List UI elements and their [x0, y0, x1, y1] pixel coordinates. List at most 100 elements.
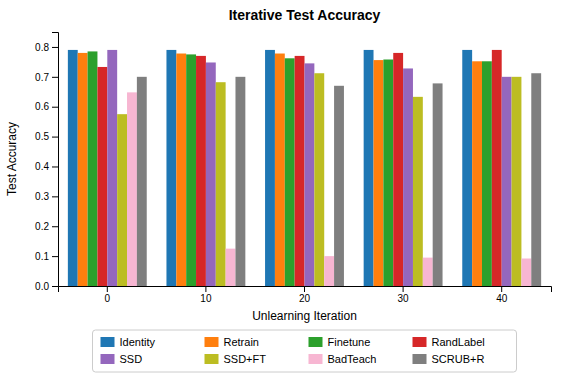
bar — [324, 256, 334, 286]
bar-series — [107, 50, 511, 286]
bar — [305, 63, 315, 286]
legend-item: Finetune — [309, 336, 371, 348]
bar-series — [88, 51, 492, 286]
legend: Identity Retrain Finetune RandLabel SSD SSD+F… — [93, 330, 517, 372]
x-tick: 30 — [398, 286, 410, 304]
legend-swatch — [413, 354, 427, 364]
y-tick-mark — [52, 137, 58, 138]
bar — [186, 54, 196, 286]
bar — [176, 54, 186, 286]
bar — [433, 83, 443, 286]
legend-item: SSD — [101, 353, 143, 365]
legend-label: SSD — [120, 353, 143, 365]
y-tick-label: 0.1 — [35, 251, 49, 262]
x-tick-mark — [205, 286, 206, 292]
bar — [521, 259, 531, 286]
y-tick-mark — [52, 196, 58, 197]
y-tick-label: 0.6 — [35, 101, 49, 112]
bar-series — [78, 53, 482, 286]
x-tick: 20 — [299, 286, 311, 304]
chart: 0.0 0.1 0.2 0.3 0.4 0.5 0.6 0.7 0.8 0 10 20 30 40 Iter… — [0, 0, 567, 378]
y-tick: 0.3 — [35, 191, 58, 202]
bar — [393, 53, 403, 286]
bar-series — [97, 50, 501, 286]
bar — [502, 77, 512, 286]
bar — [413, 97, 423, 286]
bar — [97, 67, 107, 286]
x-axis-title: Unlearning Iteration — [252, 309, 357, 323]
y-tick-mark — [52, 47, 58, 48]
x-tick-label: 10 — [200, 293, 212, 304]
x-tick: 10 — [200, 286, 212, 304]
bar — [196, 56, 206, 286]
legend-swatch — [205, 337, 219, 347]
bar — [265, 50, 275, 286]
x-tick-mark — [501, 286, 502, 292]
bar — [423, 258, 433, 286]
bar — [334, 86, 344, 286]
y-tick: 0.1 — [35, 251, 58, 262]
y-tick-mark — [52, 166, 58, 167]
x-axis-line — [59, 287, 552, 293]
legend-label: Identity — [120, 336, 156, 348]
y-tick: 0.8 — [35, 42, 58, 53]
y-tick-mark — [52, 286, 58, 287]
y-tick: 0.0 — [35, 281, 58, 292]
legend-swatch — [309, 354, 323, 364]
x-axis: 0 10 20 30 40 — [59, 286, 552, 304]
x-tick: 40 — [496, 286, 508, 304]
legend-label: BadTeach — [328, 353, 377, 365]
legend-label: Finetune — [328, 336, 371, 348]
y-tick-mark — [52, 226, 58, 227]
bar — [314, 73, 324, 286]
bar — [117, 114, 127, 286]
legend-label: RandLabel — [432, 336, 485, 348]
bar — [78, 53, 88, 286]
bar — [137, 77, 147, 286]
legend-swatch — [101, 337, 115, 347]
plot: 0.0 0.1 0.2 0.3 0.4 0.5 0.6 0.7 0.8 0 10 20 30 40 — [35, 33, 551, 305]
x-tick-mark — [403, 286, 404, 292]
y-tick: 0.4 — [35, 161, 58, 172]
legend-swatch — [205, 354, 219, 364]
y-tick-label: 0.8 — [35, 42, 49, 53]
y-axis: 0.0 0.1 0.2 0.3 0.4 0.5 0.6 0.7 0.8 — [35, 33, 58, 292]
x-tick-mark — [107, 286, 108, 292]
y-tick: 0.2 — [35, 221, 58, 232]
bar — [512, 77, 522, 286]
y-tick: 0.7 — [35, 72, 58, 83]
legend-label: SSD+FT — [224, 353, 267, 365]
bar — [482, 61, 492, 286]
x-tick-mark — [304, 286, 305, 292]
bar — [403, 68, 413, 286]
bar — [216, 82, 226, 286]
x-tick-label: 20 — [299, 293, 311, 304]
bar — [206, 62, 216, 286]
legend-frame — [93, 330, 517, 372]
bars — [68, 50, 541, 286]
bar — [275, 54, 285, 286]
legend-item: Retrain — [205, 336, 259, 348]
title: Iterative Test Accuracy — [229, 7, 381, 23]
x-tick-label: 30 — [398, 293, 410, 304]
legend-item: SCRUB+R — [413, 353, 485, 365]
bar — [166, 50, 176, 286]
bar — [462, 50, 472, 286]
bar — [531, 73, 541, 286]
y-tick-label: 0.7 — [35, 72, 49, 83]
y-tick-mark — [52, 77, 58, 78]
y-tick-mark — [52, 107, 58, 108]
y-axis-title: Test Accuracy — [5, 122, 19, 196]
bar — [364, 50, 374, 286]
bar — [374, 60, 384, 286]
legend-item: RandLabel — [413, 336, 485, 348]
y-tick: 0.5 — [35, 131, 58, 142]
legend-swatch — [101, 354, 115, 364]
bar — [68, 50, 78, 286]
bar — [492, 50, 502, 286]
x-tick: 0 — [105, 286, 111, 304]
legend-swatch — [309, 337, 323, 347]
bar-series — [117, 73, 521, 286]
y-tick: 0.6 — [35, 101, 58, 112]
legend-item: BadTeach — [309, 353, 377, 365]
